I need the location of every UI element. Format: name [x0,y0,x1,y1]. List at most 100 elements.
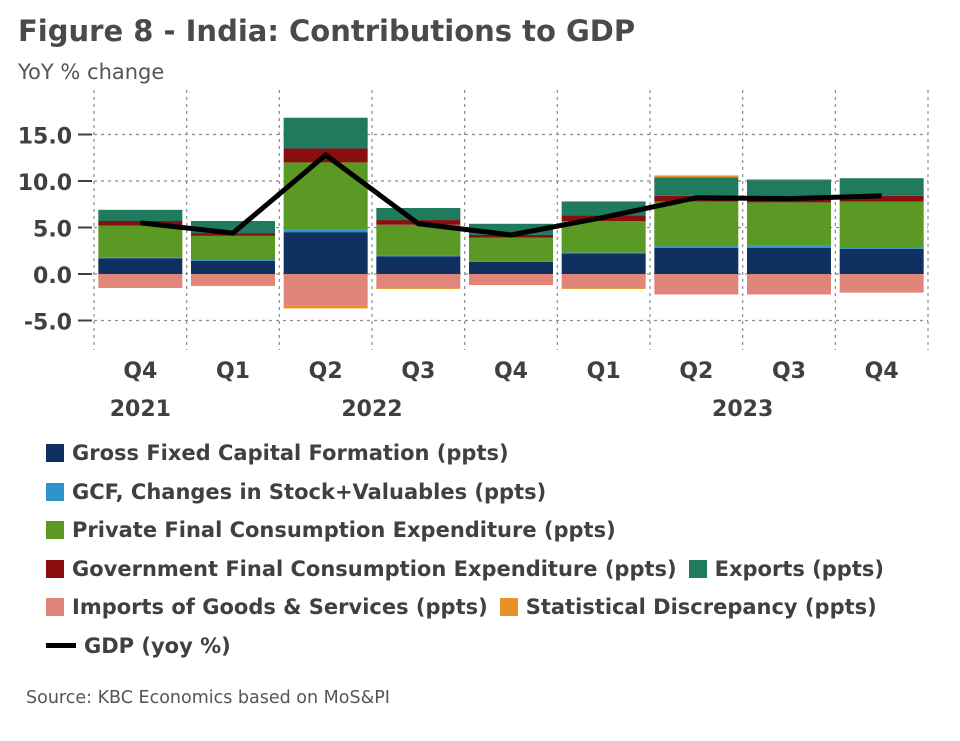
bar-imports [654,274,739,295]
legend-swatch [46,598,64,617]
bar-imports [283,274,368,306]
bar-pfce [469,237,553,261]
bar-pfce [654,201,739,247]
bar-discrepancy [283,305,368,309]
legend-row: Private Final Consumption Expenditure (p… [46,511,896,550]
bar-gcf_stock [747,245,831,248]
bar-pfce [561,220,646,253]
bar-pfce [839,201,924,248]
bar-gcf_stock [191,260,275,261]
bar-gfcf [376,256,461,274]
legend-item-discrepancy: Statistical Discrepancy (ppts) [499,595,877,620]
legend-label: Imports of Goods & Services (ppts) [72,595,488,620]
bar-gcf_stock [283,229,368,233]
source-note: Source: KBC Economics based on MoS&PI [26,688,390,708]
x-tick-label: Q3 [772,359,806,384]
bar-pfce [747,202,831,246]
bar-imports [839,274,924,293]
legend-swatch [688,559,707,578]
chart-subtitle: YoY % change [18,60,165,84]
contributions-chart: 15.0 10.0 5.0 0.0 -5.0 Q4 Q1 Q2 Q3 Q4 Q1 Q2 Q3 Q4 2021… [18,90,929,422]
bar-gfcf [561,253,646,274]
bar-imports [747,274,831,295]
legend-swatch [46,521,64,540]
bar-pfce [191,235,275,261]
legend-label: GDP (yoy %) [84,633,231,658]
legend-item-gfcf: Gross Fixed Capital Formation (ppts) [46,441,509,465]
bar-gcf_stock [839,247,924,249]
legend-item-gcf_stock: GCF, Changes in Stock+Valuables (ppts) [46,480,546,504]
bar-imports [469,274,553,286]
legend-item-gdp: GDP (yoy %) [46,634,231,658]
legend-swatch [46,444,64,463]
bar-discrepancy [747,179,831,181]
chart-title: Figure 8 - India: Contributions to GDP [18,14,636,48]
bar-gcf_stock [98,257,183,259]
bar-imports [191,274,275,286]
bar-gfcf [469,261,553,274]
legend-label: Government Final Consumption Expenditure… [72,556,677,581]
bar-gcf_stock [469,260,553,262]
bar-gcf_stock [376,255,461,257]
bar-gfce [839,195,924,202]
x-tick-label: Q1 [587,359,621,384]
legend-swatch [499,598,518,617]
legend-row: GCF, Changes in Stock+Valuables (ppts) [46,473,896,512]
bar-exports [747,180,831,199]
bar-imports [98,274,183,288]
bar-exports [839,178,924,196]
bar-gcf_stock [654,246,739,248]
x-year-label: 2023 [712,397,773,422]
legend-label: Exports (ppts) [714,556,884,581]
bar-exports [283,117,368,149]
y-tick-label: 15.0 [18,125,72,150]
x-year-label: 2021 [110,397,171,422]
bar-exports [469,223,553,235]
legend-row: Gross Fixed Capital Formation (ppts) [46,434,896,473]
bar-discrepancy [654,175,739,178]
bar-exports [376,207,461,221]
legend-swatch [46,559,64,578]
bar-gfcf [747,247,831,274]
legend-item-gfce: Government Final Consumption Expenditure… [46,557,677,581]
legend-row: Imports of Goods & Services (ppts) Statis… [46,588,896,627]
y-tick-label: -5.0 [24,311,72,336]
x-tick-label: Q2 [309,359,343,384]
bar-gfcf [654,247,739,274]
legend-line-swatch [46,643,76,649]
bar-gfcf [839,248,924,274]
x-tick-label: Q1 [216,359,250,384]
legend-label: GCF, Changes in Stock+Valuables (ppts) [72,479,547,504]
bar-pfce [376,224,461,256]
bar-imports [376,274,461,288]
legend-swatch [46,482,64,501]
y-tick-label: 0.0 [33,264,72,289]
y-tick-label: 10.0 [18,171,72,196]
bar-discrepancy [376,287,461,289]
bar-discrepancy [561,287,646,289]
bar-gfcf [283,232,368,274]
bar-gfcf [191,260,275,274]
legend-row: Government Final Consumption Expenditure… [46,550,896,589]
bar-discrepancy [98,287,183,288]
legend-item-pfce: Private Final Consumption Expenditure (p… [46,518,616,542]
bar-gfcf [98,258,183,274]
bar-exports [98,209,183,221]
bar-imports [561,274,646,288]
y-tick-label: 5.0 [33,218,72,243]
x-tick-label: Q2 [679,359,713,384]
legend-item-exports: Exports (ppts) [688,556,884,581]
legend-row: GDP (yoy %) [46,627,896,666]
x-year-label: 2022 [341,397,402,422]
x-tick-label: Q4 [123,359,157,384]
x-tick-label: Q4 [865,359,899,384]
bar-pfce [283,162,368,230]
legend-label: Statistical Discrepancy (ppts) [525,595,877,620]
x-tick-label: Q4 [494,359,528,384]
legend-item-imports: Imports of Goods & Services (ppts) [46,595,488,619]
bar-exports [654,177,739,196]
bar-gcf_stock [561,252,646,254]
chart-legend: Gross Fixed Capital Formation (ppts) GCF,… [46,434,896,665]
bar-discrepancy [191,285,275,287]
legend-label: Gross Fixed Capital Formation (ppts) [72,441,509,466]
